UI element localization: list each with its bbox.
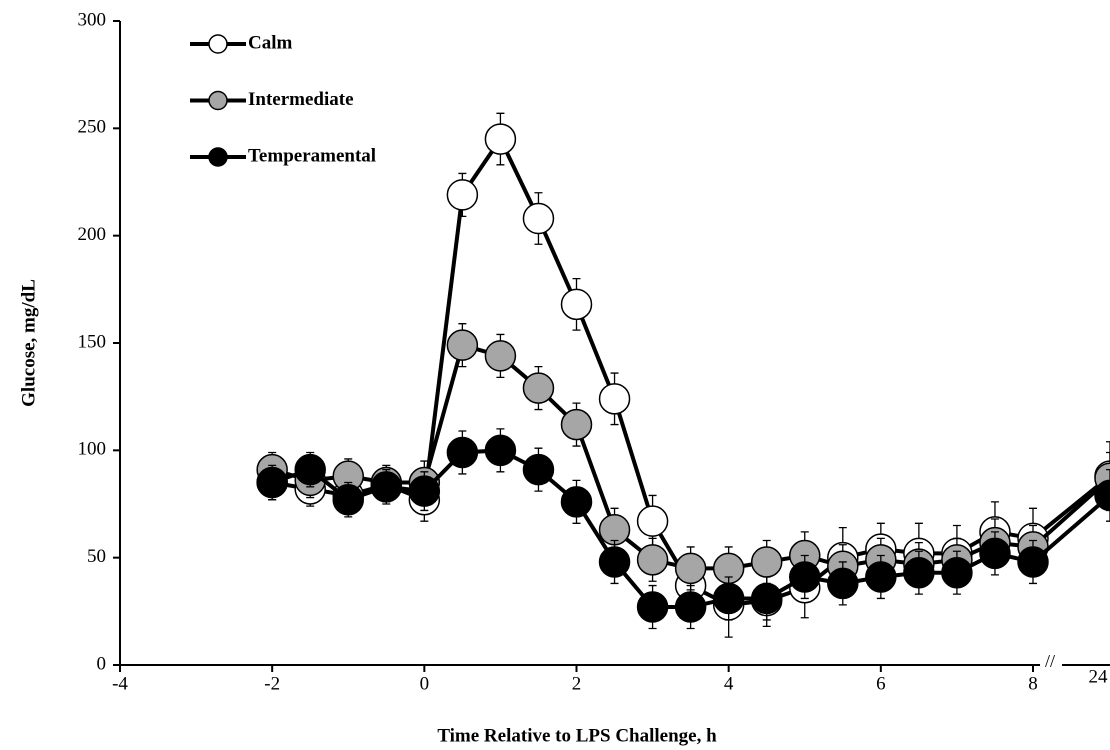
error-bar [1106,469,1110,522]
y-tick-label: 300 [78,9,107,30]
marker [522,202,555,235]
marker [484,123,517,155]
x-tick-label: 2 [572,673,582,694]
marker [408,475,441,507]
axis-break: // [1045,651,1055,671]
marker [636,505,669,537]
marker [674,591,707,623]
x-tick-label: 0 [420,673,430,694]
marker [560,408,593,441]
y-axis-label: Glucose, mg/dL [18,279,39,407]
y-tick-label: 200 [78,224,107,245]
legend-label: Intermediate [248,89,354,110]
marker [446,329,479,361]
marker [865,561,897,593]
y-tick-label: 50 [87,546,106,567]
y-tick-label: 250 [78,117,107,138]
marker [560,486,593,518]
x-tick-label: 8 [1028,673,1038,694]
y-tick-label: 150 [78,331,107,352]
x-tick-label: -4 [112,673,128,694]
marker [598,383,631,415]
marker [750,582,783,615]
marker [256,466,288,499]
marker [294,453,326,486]
x-tick-label: -2 [264,673,280,694]
marker [522,372,555,404]
legend-label: Temperamental [248,145,376,166]
series-line [271,448,1110,610]
marker [332,483,364,516]
series-line [271,135,1110,607]
marker [750,546,783,578]
marker [712,582,745,615]
marker [674,552,707,585]
marker [903,556,935,589]
x-tick-label: 4 [724,673,734,694]
legend-marker [208,34,228,54]
marker [484,340,517,372]
marker [598,546,631,578]
marker [979,537,1011,570]
legend-marker [208,90,228,111]
y-tick-label: 0 [97,653,107,674]
series-line [271,342,1110,571]
series [256,428,1110,630]
marker [560,288,593,321]
marker [522,453,555,486]
marker [446,179,479,211]
x-tick-label: 6 [876,673,886,694]
y-tick-label: 100 [78,439,107,460]
marker [1017,546,1049,578]
marker [941,556,973,589]
x-tick-label: 24 [1089,666,1109,687]
marker [636,544,669,576]
legend-label: Calm [248,32,293,53]
marker [1094,479,1110,512]
marker [789,561,821,593]
x-axis-label: Time Relative to LPS Challenge, h [437,725,717,746]
marker [484,434,517,467]
legend-marker [208,147,228,167]
marker [636,591,669,623]
marker [370,471,403,503]
marker [446,436,479,469]
marker [827,567,859,600]
